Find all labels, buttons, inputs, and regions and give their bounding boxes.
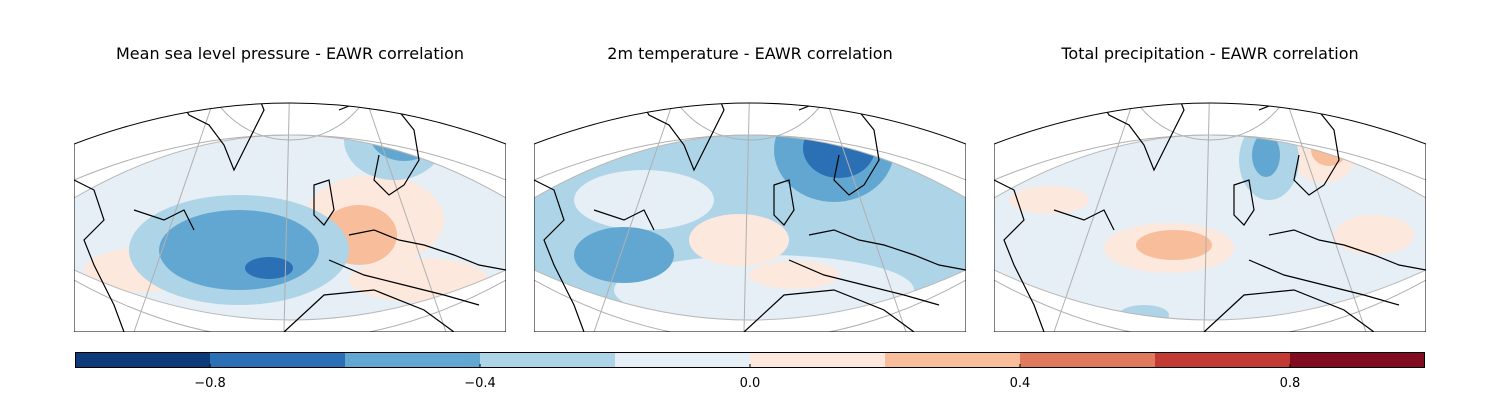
mslp-map	[74, 102, 506, 332]
colorbar-tick-label: 0.8	[1279, 376, 1301, 391]
colorbar-segment	[75, 352, 210, 368]
coastlines	[994, 103, 1426, 332]
colorbar-segment	[345, 352, 480, 368]
coastlines	[74, 103, 506, 332]
coastlines	[534, 103, 966, 332]
mslp-map-panel: Mean sea level pressure - EAWR correlati…	[74, 44, 506, 332]
colorbar-segment	[885, 352, 1020, 368]
graticule	[74, 103, 506, 332]
colorbar-frame	[75, 352, 1425, 368]
colorbar-tick-labels: −0.8 −0.4 0.0 0.4 0.8	[75, 376, 1425, 392]
tp-map	[994, 102, 1426, 332]
colorbar-tick-label: −0.8	[194, 376, 226, 391]
mslp-map-title: Mean sea level pressure - EAWR correlati…	[116, 44, 464, 63]
mslp-correlation-field	[74, 135, 506, 320]
t2m-map	[534, 102, 966, 332]
colorbar-segment	[1020, 352, 1155, 368]
colorbar-segment	[1290, 352, 1425, 368]
t2m-correlation-field	[534, 135, 966, 320]
colorbar-segment	[210, 352, 345, 368]
colorbar-segment	[480, 352, 615, 368]
colorbar-tick-label: 0.4	[1009, 376, 1031, 391]
tp-correlation-field	[994, 135, 1426, 320]
colorbar-tick-label: 0.0	[739, 376, 761, 391]
tp-map-title: Total precipitation - EAWR correlation	[1061, 44, 1359, 63]
colorbar-segment	[750, 352, 885, 368]
colorbar	[75, 352, 1425, 368]
tp-map-panel: Total precipitation - EAWR correlation	[994, 44, 1426, 332]
colorbar-segment	[615, 352, 750, 368]
t2m-map-title: 2m temperature - EAWR correlation	[607, 44, 893, 63]
colorbar-tick-label: −0.4	[464, 376, 496, 391]
colorbar-segment	[1155, 352, 1290, 368]
t2m-map-panel: 2m temperature - EAWR correlation	[534, 44, 966, 332]
